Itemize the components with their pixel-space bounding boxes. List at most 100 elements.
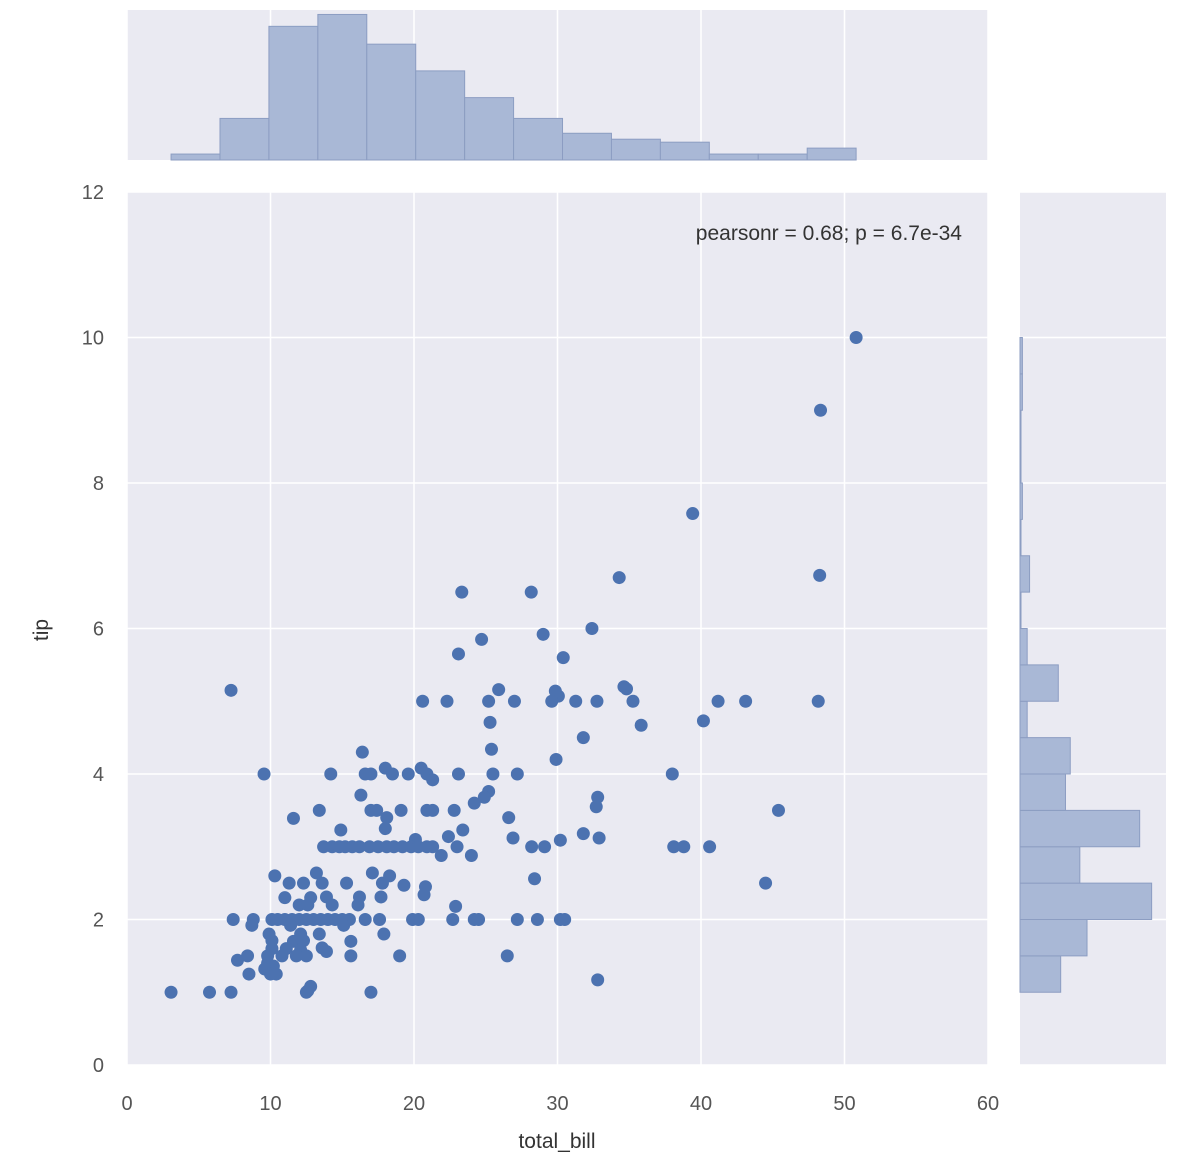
scatter-point <box>324 767 338 781</box>
scatter-point <box>483 715 497 729</box>
scatter-point <box>397 878 411 892</box>
scatter-point <box>507 694 521 708</box>
scatter-point <box>245 918 259 932</box>
scatter-point <box>590 694 604 708</box>
scatter-point <box>524 585 538 599</box>
scatter-point <box>299 985 313 999</box>
right-histogram <box>1019 337 1153 993</box>
scatter-point <box>771 803 785 817</box>
scatter-point <box>364 985 378 999</box>
scatter-point <box>486 767 500 781</box>
scatter-point <box>269 967 283 981</box>
scatter-point <box>230 953 244 967</box>
scatter-point <box>549 752 563 766</box>
scatter-point <box>301 898 315 912</box>
scatter-point <box>475 632 489 646</box>
scatter-point <box>440 694 454 708</box>
right-histogram-bar <box>1019 846 1081 884</box>
x-tick-label: 50 <box>833 1093 855 1115</box>
scatter-point <box>569 694 583 708</box>
scatter-point <box>591 973 605 987</box>
right-histogram-bar <box>1019 409 1022 448</box>
top-histogram-bar <box>610 138 661 161</box>
x-tick-label: 60 <box>977 1093 999 1115</box>
scatter-point <box>426 773 440 787</box>
scatter-point <box>451 647 465 661</box>
x-axis-label: total_bill <box>518 1130 595 1153</box>
scatter-point <box>626 694 640 708</box>
top-histogram-bar <box>513 117 564 161</box>
top-histogram-bar <box>170 153 221 161</box>
scatter-point <box>286 811 300 825</box>
scatter-point <box>268 869 282 883</box>
top-histogram-bar <box>757 153 808 161</box>
y-tick-label: 0 <box>93 1055 104 1077</box>
scatter-point <box>711 694 725 708</box>
scatter-point <box>492 683 506 697</box>
scatter-point <box>811 694 825 708</box>
scatter-point <box>355 745 369 759</box>
top-histogram-bar <box>317 13 368 161</box>
scatter-point <box>312 803 326 817</box>
y-tick-label: 6 <box>93 619 104 641</box>
scatter-point <box>315 876 329 890</box>
scatter-point <box>455 585 469 599</box>
right-histogram-bar <box>1019 628 1028 666</box>
top-histogram-bar <box>464 97 515 161</box>
scatter-point <box>289 949 303 963</box>
scatter-point <box>242 967 256 981</box>
scatter-point <box>576 827 590 841</box>
right-histogram-bar <box>1019 700 1028 739</box>
y-tick-label: 4 <box>93 764 104 786</box>
top-histogram-bar <box>268 25 319 161</box>
scatter-point <box>612 571 626 585</box>
scatter-point <box>325 898 339 912</box>
top-histogram-bar <box>415 70 466 161</box>
right-histogram-bar <box>1019 773 1066 811</box>
scatter-point <box>506 831 520 845</box>
scatter-point <box>696 714 710 728</box>
right-histogram-bar <box>1019 482 1023 520</box>
scatter-point <box>426 840 440 854</box>
scatter-point <box>576 731 590 745</box>
scatter-point <box>241 949 255 963</box>
x-tick-label: 0 <box>121 1093 132 1115</box>
scatter-point <box>394 803 408 817</box>
scatter-point <box>451 767 465 781</box>
top-histogram <box>170 13 857 161</box>
top-histogram-bar <box>708 153 759 161</box>
right-histogram-bar <box>1019 737 1071 775</box>
scatter-point <box>558 913 572 926</box>
x-tick-label: 40 <box>690 1093 712 1115</box>
scatter-point <box>525 840 539 854</box>
scatter-point <box>417 888 431 902</box>
scatter-point <box>393 949 407 963</box>
scatter-point <box>385 767 399 781</box>
scatter-point <box>297 876 311 890</box>
scatter-point <box>703 840 717 854</box>
x-tick-label: 30 <box>546 1093 568 1115</box>
x-tick-labels: 0 10 20 30 40 50 60 <box>121 1093 999 1115</box>
scatter-point <box>585 622 599 635</box>
scatter-point <box>358 913 372 926</box>
scatter-point <box>456 823 470 837</box>
scatter-point <box>337 918 351 932</box>
scatter-point <box>634 718 648 732</box>
top-histogram-bar <box>806 147 857 161</box>
right-histogram-bar <box>1019 882 1153 920</box>
scatter-point <box>344 934 358 948</box>
scatter-point <box>334 823 348 837</box>
scatter-point <box>351 898 365 912</box>
scatter-point <box>545 694 559 708</box>
scatter-point <box>411 913 425 926</box>
scatter-point <box>380 811 394 825</box>
scatter-point <box>344 949 358 963</box>
scatter-point <box>589 800 603 814</box>
scatter-point <box>378 822 392 836</box>
scatter-point <box>556 651 570 665</box>
scatter-point <box>686 507 700 521</box>
scatter-point <box>450 840 464 854</box>
scatter-point <box>536 627 550 641</box>
scatter-point <box>528 872 542 886</box>
